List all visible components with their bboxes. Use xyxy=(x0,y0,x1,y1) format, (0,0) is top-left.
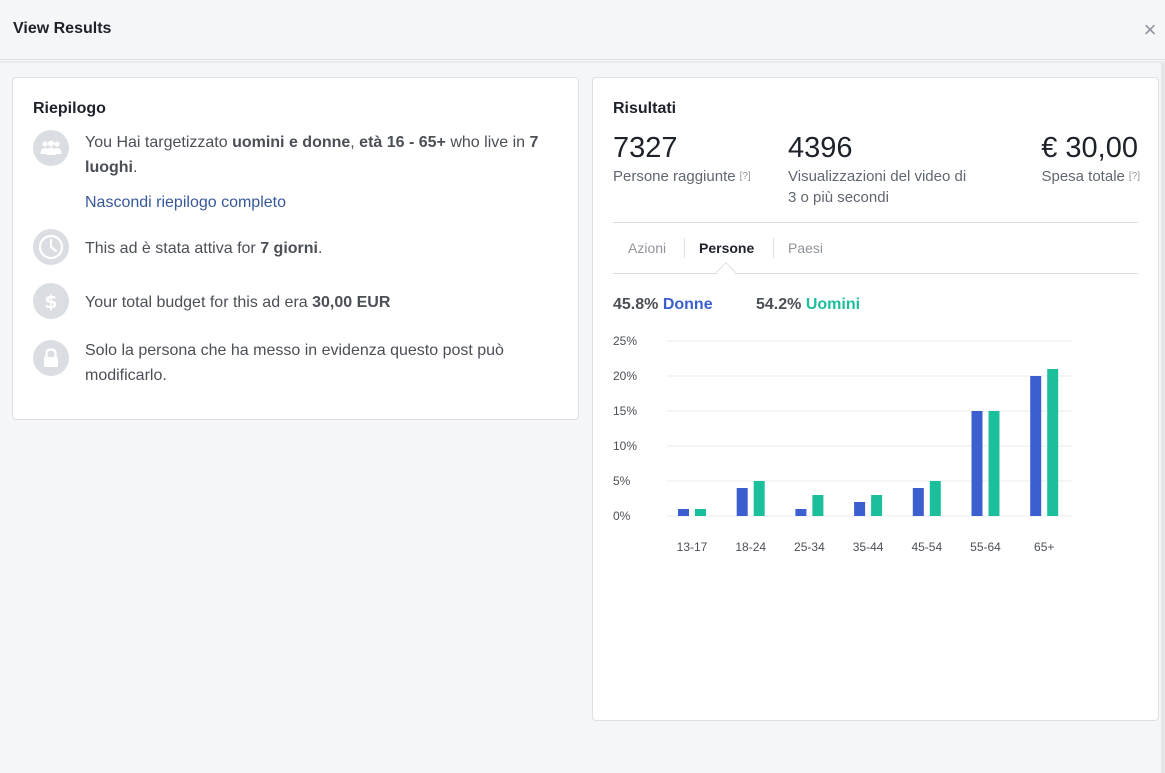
tab-azioni[interactable]: Azioni xyxy=(628,240,667,256)
metrics-divider xyxy=(613,222,1138,223)
dialog-header: View Results × xyxy=(0,0,1165,60)
y-tick-label: 0% xyxy=(613,509,631,523)
x-tick-label: 65+ xyxy=(1034,540,1054,554)
x-tick-label: 45-54 xyxy=(911,540,942,554)
men-share: 54.2% Uomini xyxy=(756,296,861,313)
scrollbar-track[interactable] xyxy=(1161,63,1165,773)
y-tick-label: 5% xyxy=(613,474,631,488)
bar-donne-55-64[interactable] xyxy=(971,411,983,516)
bar-donne-65+[interactable] xyxy=(1030,376,1042,516)
spend-help-icon[interactable]: [?] xyxy=(1128,171,1140,182)
active-tab-indicator xyxy=(716,262,736,282)
lock-icon xyxy=(33,340,69,376)
video-views-label: Visualizzazioni del video di 3 o più sec… xyxy=(788,168,967,206)
bar-uomini-45-54[interactable] xyxy=(929,481,941,516)
summary-title: Riepilogo xyxy=(33,100,106,117)
bar-donne-25-34[interactable] xyxy=(795,509,807,516)
y-tick-label: 20% xyxy=(613,369,637,383)
duration-text: This ad è stata attiva for 7 giorni. xyxy=(85,240,323,257)
video-views-value: 4396 xyxy=(788,132,853,164)
bar-uomini-35-44[interactable] xyxy=(871,495,883,516)
budget-text: Your total budget for this ad era 30,00 … xyxy=(85,294,391,311)
spend-label: Spesa totale [?] xyxy=(1041,168,1140,185)
bar-uomini-13-17[interactable] xyxy=(695,509,706,516)
results-card: Risultati 7327 Persone raggiunte [?] 4396… xyxy=(592,77,1159,721)
bar-donne-13-17[interactable] xyxy=(678,509,689,516)
spend-value: € 30,00 xyxy=(1041,132,1138,164)
permission-text: Solo la persona che ha messo in evidenza… xyxy=(85,342,504,384)
y-tick-label: 10% xyxy=(613,439,637,453)
bar-donne-35-44[interactable] xyxy=(854,502,866,516)
dialog-title: View Results xyxy=(13,20,112,37)
tabs-divider xyxy=(613,273,1138,274)
tab-separator xyxy=(684,238,685,258)
women-share: 45.8% Donne xyxy=(613,296,713,313)
y-tick-label: 15% xyxy=(613,404,637,418)
x-tick-label: 18-24 xyxy=(735,540,766,554)
bar-donne-18-24[interactable] xyxy=(736,488,748,516)
bar-uomini-65+[interactable] xyxy=(1047,369,1059,516)
reach-value: 7327 xyxy=(613,132,678,164)
svg-text:$: $ xyxy=(44,291,57,312)
people-icon xyxy=(33,130,69,166)
tab-paesi[interactable]: Paesi xyxy=(788,240,824,256)
bar-uomini-25-34[interactable] xyxy=(812,495,824,516)
close-button[interactable]: × xyxy=(1143,17,1157,42)
x-tick-label: 35-44 xyxy=(853,540,884,554)
x-tick-label: 55-64 xyxy=(970,540,1001,554)
dollar-icon: $ xyxy=(33,283,69,319)
results-title: Risultati xyxy=(613,100,677,117)
reach-label: Persone raggiunte [?] xyxy=(613,168,751,185)
age-gender-bar-chart: 0% 5% 10% 15% 20% 25% 13-17 18-24 25-34 35-44 45-5… xyxy=(613,334,1072,554)
header-divider xyxy=(0,61,1165,63)
bar-donne-45-54[interactable] xyxy=(912,488,924,516)
reach-help-icon[interactable]: [?] xyxy=(739,171,751,182)
x-tick-label: 13-17 xyxy=(677,540,708,554)
bar-uomini-18-24[interactable] xyxy=(753,481,765,516)
clock-icon xyxy=(33,229,69,265)
bar-uomini-55-64[interactable] xyxy=(988,411,1000,516)
summary-card: Riepilogo You Hai targetizzato uomini e … xyxy=(12,77,579,420)
y-tick-label: 25% xyxy=(613,334,637,348)
x-tick-label: 25-34 xyxy=(794,540,825,554)
targeting-text: You Hai targetizzato uomini e donne, età… xyxy=(85,134,539,176)
toggle-summary-link[interactable]: Nascondi riepilogo completo xyxy=(85,194,286,211)
tab-separator xyxy=(773,238,774,258)
tab-persone[interactable]: Persone xyxy=(699,240,755,256)
